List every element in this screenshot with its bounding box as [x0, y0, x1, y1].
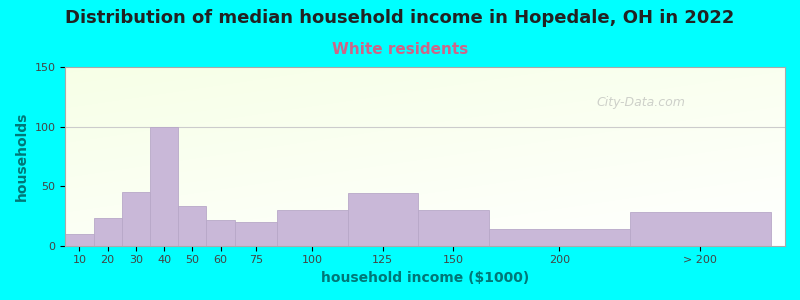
Y-axis label: households: households	[15, 112, 29, 201]
Bar	[178, 206, 206, 246]
Bar	[122, 192, 150, 246]
Text: White residents: White residents	[332, 42, 468, 57]
X-axis label: household income ($1000): household income ($1000)	[321, 271, 530, 285]
Bar	[94, 218, 122, 246]
Bar	[347, 193, 418, 246]
Bar	[489, 229, 630, 246]
Bar	[630, 212, 771, 246]
Bar	[150, 127, 178, 246]
Text: City-Data.com: City-Data.com	[597, 96, 686, 109]
Bar	[418, 210, 489, 246]
Bar	[277, 210, 347, 246]
Text: Distribution of median household income in Hopedale, OH in 2022: Distribution of median household income …	[66, 9, 734, 27]
Bar	[234, 222, 277, 246]
Bar	[66, 234, 94, 246]
Bar	[206, 220, 234, 246]
